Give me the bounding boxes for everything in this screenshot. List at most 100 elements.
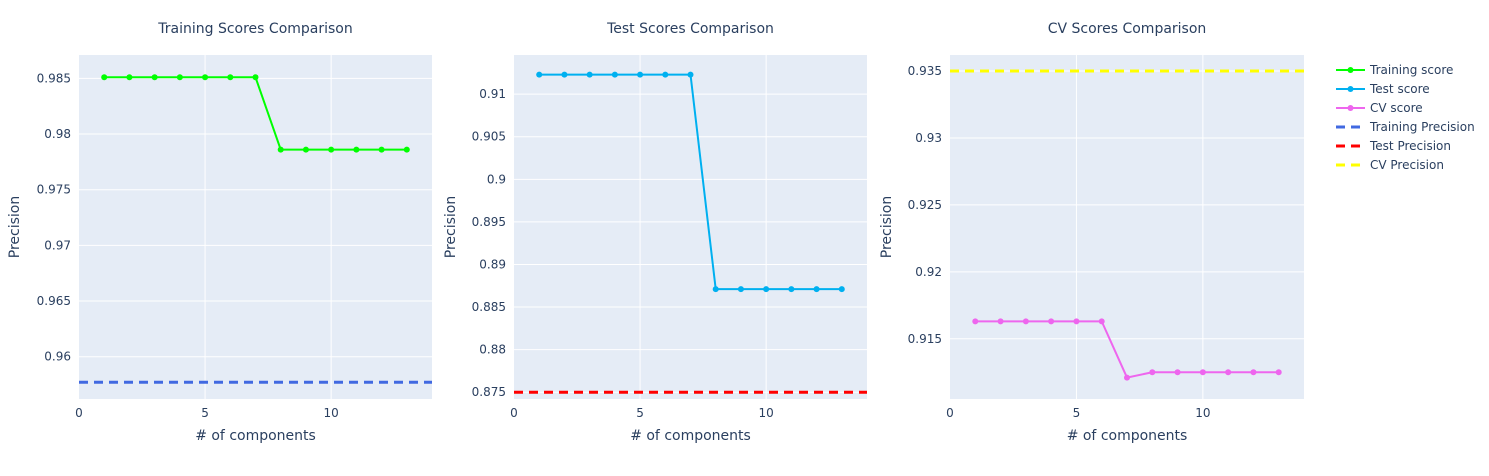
data-point	[378, 146, 385, 153]
data-point	[1199, 369, 1206, 376]
data-point	[586, 71, 593, 78]
data-point	[1149, 369, 1156, 376]
legend-marker	[1347, 86, 1354, 92]
legend-item: Training score	[1336, 63, 1453, 77]
data-point	[1022, 318, 1029, 325]
legend-item: CV Precision	[1336, 158, 1444, 172]
data-point	[997, 318, 1004, 325]
data-point	[611, 71, 618, 78]
x-tick-label: 5	[201, 406, 209, 420]
y-tick-label: 0.92	[915, 265, 942, 279]
x-tick-label: 10	[1195, 406, 1210, 420]
legend-item: Test score	[1336, 82, 1430, 96]
y-tick-label: 0.975	[37, 183, 71, 197]
legend-item: CV score	[1336, 101, 1423, 115]
data-point	[561, 71, 568, 78]
legend-label: Training Precision	[1369, 120, 1475, 134]
x-tick-label: 5	[1073, 406, 1081, 420]
data-point	[763, 286, 770, 293]
data-point	[126, 74, 133, 81]
x-tick-label: 0	[510, 406, 518, 420]
x-axis-label: # of components	[195, 428, 316, 444]
y-tick-label: 0.97	[44, 238, 71, 252]
x-tick-label: 0	[946, 406, 954, 420]
y-tick-label: 0.905	[472, 130, 506, 144]
y-axis-label: Precision	[879, 196, 895, 258]
data-point	[972, 318, 979, 325]
data-point	[202, 74, 209, 81]
data-point	[788, 286, 795, 293]
y-tick-label: 0.875	[472, 385, 506, 399]
data-layer	[79, 74, 432, 384]
data-point	[151, 74, 158, 81]
data-point	[277, 146, 284, 153]
legend-marker	[1347, 105, 1354, 111]
data-point	[1124, 374, 1130, 381]
y-tick-label: 0.965	[37, 294, 71, 308]
data-point	[328, 146, 335, 153]
plot-area	[79, 55, 432, 399]
data-point	[687, 71, 694, 78]
x-tick-label: 10	[324, 406, 339, 420]
data-point	[1098, 318, 1105, 325]
data-point	[1174, 369, 1181, 376]
data-point	[176, 74, 183, 81]
data-layer	[514, 71, 867, 394]
data-point	[536, 71, 543, 78]
data-layer	[950, 69, 1304, 381]
y-tick-label: 0.895	[472, 215, 506, 229]
y-tick-label: 0.98	[44, 127, 71, 141]
legend-item: Test Precision	[1336, 139, 1451, 153]
legend-label: Test Precision	[1369, 139, 1451, 153]
legend: Training score Test score CV score Training…	[1336, 63, 1475, 172]
data-point	[637, 71, 644, 78]
legend-label: CV score	[1370, 101, 1423, 115]
data-point	[1250, 369, 1257, 376]
subplot-title: CV Scores Comparison	[1048, 21, 1207, 37]
y-tick-label: 0.915	[908, 332, 942, 346]
plot-area	[950, 55, 1304, 399]
data-point	[403, 146, 410, 153]
data-point	[1073, 318, 1080, 325]
y-tick-label: 0.9	[487, 172, 506, 186]
y-tick-label: 0.91	[479, 87, 506, 101]
legend-item: Training Precision	[1336, 120, 1475, 134]
legend-label: CV Precision	[1370, 158, 1444, 172]
x-tick-label: 0	[75, 406, 83, 420]
data-point	[353, 146, 360, 153]
subplot-3: 0 5 10 0.915 0.92 0.925 0.93 0.935 CV Scores Com…	[879, 21, 1304, 444]
y-tick-label: 0.89	[479, 257, 506, 271]
y-tick-label: 0.925	[908, 198, 942, 212]
data-point	[227, 74, 234, 81]
x-axis-label: # of components	[1067, 428, 1188, 444]
y-tick-label: 0.96	[44, 350, 71, 364]
data-point	[1225, 369, 1232, 376]
y-tick-label: 0.885	[472, 300, 506, 314]
data-point	[101, 74, 108, 81]
data-point	[252, 74, 259, 81]
x-tick-label: 10	[759, 406, 774, 420]
subplot-1: 0 5 10 0.96 0.965 0.97 0.975 0.98 0.985 Training …	[7, 21, 432, 444]
data-point	[1275, 369, 1282, 376]
y-tick-label: 0.935	[908, 64, 942, 78]
subplot-title: Training Scores Comparison	[157, 21, 352, 37]
data-point	[1048, 318, 1055, 325]
legend-marker	[1347, 67, 1354, 73]
data-point	[662, 71, 669, 78]
data-point	[813, 286, 820, 293]
plot-area	[514, 55, 867, 399]
x-tick-label: 5	[636, 406, 644, 420]
y-axis-label: Precision	[443, 196, 459, 258]
subplot-title: Test Scores Comparison	[606, 21, 774, 37]
subplot-2: 0 5 10 0.875 0.88 0.885 0.89 0.895 0.9 0.905 0.91 T…	[443, 21, 867, 444]
data-point	[712, 286, 719, 293]
x-axis-label: # of components	[630, 428, 751, 444]
data-point	[838, 286, 845, 293]
y-tick-label: 0.985	[37, 71, 71, 85]
data-point	[302, 146, 309, 153]
data-point	[737, 286, 744, 293]
y-tick-label: 0.88	[479, 343, 506, 357]
y-tick-label: 0.93	[915, 131, 942, 145]
legend-label: Training score	[1369, 63, 1453, 77]
